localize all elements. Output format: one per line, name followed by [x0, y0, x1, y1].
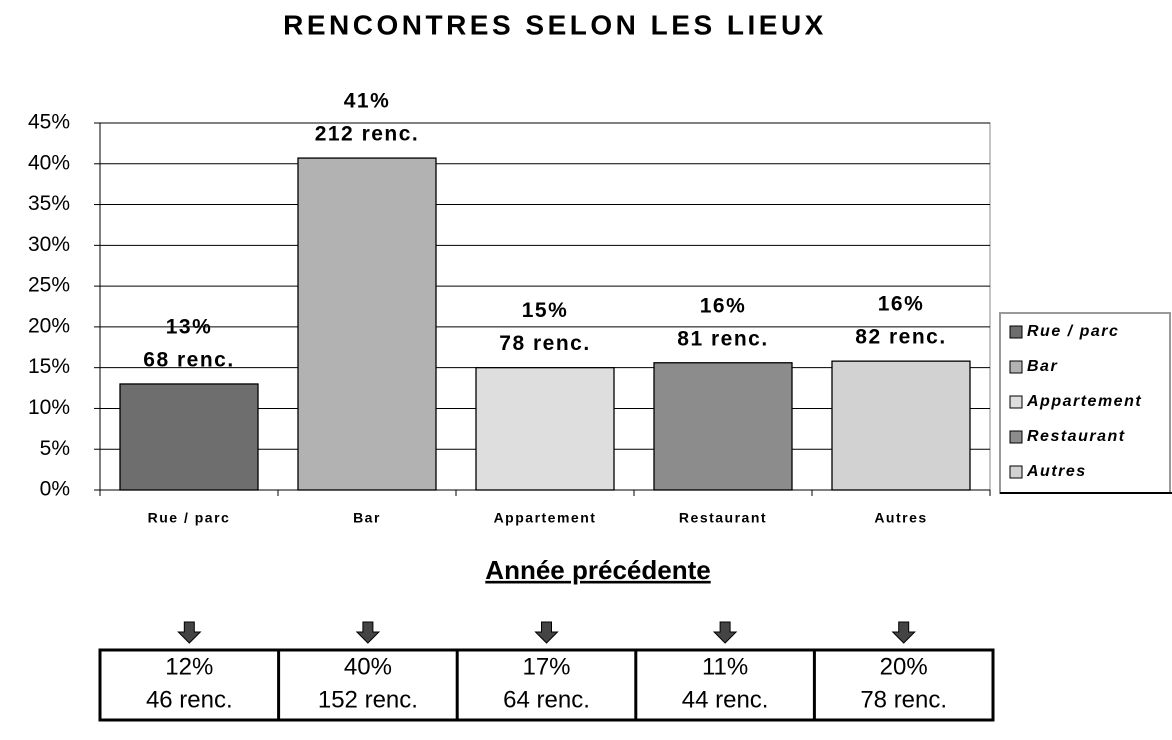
table-cell: 11%: [702, 653, 748, 680]
y-tick-label: 30%: [28, 233, 70, 256]
y-tick-label: 25%: [28, 274, 70, 297]
bar: [297, 157, 437, 491]
x-tick-label: Restaurant: [679, 510, 767, 526]
count-label: 212 renc.: [315, 123, 420, 146]
x-tick-label: Autres: [874, 510, 927, 526]
legend-swatch: [1009, 395, 1023, 409]
x-tick-label: Rue / parc: [148, 510, 231, 526]
table-cell: 40%: [344, 653, 392, 680]
table-cell: 17%: [522, 653, 570, 680]
arrow: [355, 621, 381, 644]
y-tick-label: 15%: [28, 355, 70, 378]
value-label: 16%: [700, 294, 747, 317]
table-border: [98, 648, 995, 722]
arrow: [712, 621, 738, 644]
chart-title: RENCONTRES SELON LES LIEUX: [283, 9, 827, 40]
table-cell: 46 renc.: [146, 686, 233, 713]
table-cell: 78 renc.: [860, 686, 947, 713]
legend-swatch: [1009, 325, 1023, 339]
y-tick-label: 40%: [28, 151, 70, 174]
arrow: [177, 621, 202, 644]
x-tick-label: Appartement: [494, 510, 597, 526]
table-cell: 44 renc.: [682, 686, 769, 713]
legend-label: Autres: [1026, 463, 1087, 480]
legend-label: Rue / parc: [1027, 323, 1119, 340]
legend-label: Appartement: [1026, 393, 1142, 410]
y-tick-label: 35%: [28, 192, 70, 215]
y-tick-label: 20%: [28, 314, 70, 337]
count-label: 82 renc.: [855, 326, 946, 349]
bar: [119, 383, 259, 491]
arrow: [891, 621, 916, 644]
legend-swatch: [1009, 360, 1023, 374]
bar: [475, 367, 615, 491]
count-label: 81 renc.: [677, 327, 768, 350]
legend-swatch: [1009, 465, 1023, 479]
y-tick-label: 5%: [40, 437, 70, 460]
bar: [653, 362, 793, 491]
legend-label: Bar: [1027, 358, 1058, 375]
table-cell: 20%: [880, 653, 928, 680]
table-title: Année précédente: [485, 555, 710, 585]
y-tick-label: 45%: [28, 111, 70, 134]
table-cell: 64 renc.: [503, 686, 590, 713]
y-tick-label: 10%: [28, 396, 70, 419]
legend-swatch: [1009, 430, 1023, 444]
count-label: 78 renc.: [499, 332, 590, 355]
x-tick-label: Bar: [353, 510, 381, 526]
bar: [831, 360, 971, 491]
value-label: 15%: [522, 299, 569, 322]
y-tick-label: 0%: [40, 478, 70, 501]
legend-label: Restaurant: [1027, 428, 1126, 445]
value-label: 41%: [344, 90, 391, 113]
value-label: 16%: [878, 293, 925, 316]
count-label: 68 renc.: [143, 349, 234, 372]
table-cell: 12%: [165, 653, 213, 680]
legend-box: [999, 312, 1171, 494]
table-cell: 152 renc.: [318, 686, 418, 713]
arrow: [534, 621, 559, 644]
value-label: 13%: [166, 316, 213, 339]
